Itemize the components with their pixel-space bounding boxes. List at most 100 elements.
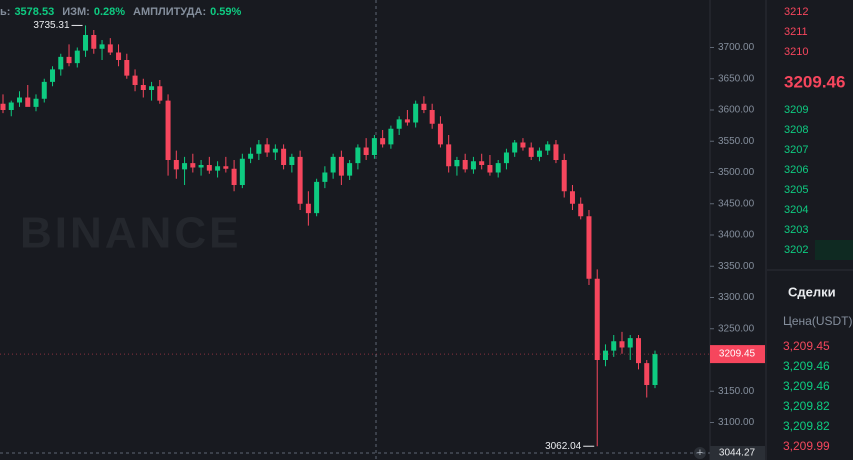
header-value: 0.28% [94, 6, 125, 18]
high-label: 3735.31 [33, 20, 70, 31]
candle-body [182, 163, 188, 170]
candle-body [83, 35, 89, 51]
candle-body [446, 144, 452, 167]
trade-price: 3,209.46 [783, 379, 830, 393]
candle-body [0, 103, 6, 110]
candle-body [206, 165, 212, 171]
trade-price: 3,209.82 [783, 399, 830, 413]
y-tick-label: 3300.00 [718, 292, 755, 303]
candle-body [347, 163, 353, 176]
candle-body [561, 160, 567, 192]
candle-body [91, 35, 97, 49]
watermark: BINANCE [20, 209, 241, 258]
trade-price: 3,209.99 [783, 439, 830, 453]
header-label: ь: [0, 6, 10, 18]
candle-body [413, 103, 419, 123]
zoom-icon[interactable]: + [697, 447, 703, 459]
ask-price: 3212 [784, 6, 808, 18]
candle-body [322, 172, 328, 182]
candle-body [157, 86, 163, 101]
candle-body [314, 181, 320, 214]
candle-body [50, 69, 56, 82]
candle-body [99, 44, 105, 49]
bid-price: 3206 [784, 164, 808, 176]
candle-body [338, 156, 344, 176]
candle-body [437, 123, 443, 145]
candle-body [25, 97, 31, 107]
candle-body [33, 98, 39, 107]
candle-body [545, 144, 551, 151]
candle-body [470, 161, 476, 170]
candle-body [264, 144, 270, 153]
candle-body [495, 163, 501, 173]
candle-body [396, 119, 402, 129]
candle-body [165, 100, 171, 160]
y-tick-label: 3700.00 [718, 42, 755, 53]
crosshair-tag [710, 446, 765, 460]
candle-body [297, 156, 303, 204]
candle-body [578, 203, 584, 217]
candle-body [17, 97, 23, 103]
trades-column: Цена(USDT) [783, 314, 853, 328]
candle-body [536, 150, 542, 157]
y-tick-label: 3600.00 [718, 105, 755, 116]
candle-body [520, 142, 526, 148]
candle-body [305, 203, 311, 214]
candle-body [652, 354, 658, 385]
candle-body [512, 142, 518, 153]
candle-body [619, 341, 625, 348]
y-tick-label: 3150.00 [718, 386, 755, 397]
header-label: АМПЛИТУДА: [133, 6, 206, 18]
book-last-price: 3209.46 [784, 72, 845, 91]
candle-body [553, 144, 559, 160]
side-panel [767, 0, 853, 460]
candle-body [429, 110, 435, 124]
candle-body [289, 156, 295, 165]
low-label: 3062.04 [545, 441, 582, 452]
candle-body [388, 128, 394, 145]
zoom-button[interactable] [694, 447, 706, 459]
candle-body [487, 165, 493, 173]
candle-body [41, 81, 47, 99]
y-tick-label: 3550.00 [718, 136, 755, 147]
bid-price: 3208 [784, 124, 808, 136]
candle-body [198, 165, 204, 168]
y-tick-label: 3450.00 [718, 198, 755, 209]
candle-body [132, 75, 138, 85]
trades-title: Сделки [788, 284, 836, 299]
trade-price: 3,209.82 [783, 419, 830, 433]
candle-body [256, 144, 262, 154]
ask-price: 3211 [784, 26, 808, 38]
bid-price: 3209 [784, 104, 808, 116]
candle-body [594, 278, 600, 360]
header-label: ИЗМ: [62, 6, 90, 18]
header-value: 0.59% [210, 6, 241, 18]
candle-body [371, 138, 377, 155]
y-tick-label: 3500.00 [718, 167, 755, 178]
last-price-label: 3209.45 [719, 349, 756, 360]
bid-price: 3204 [784, 204, 808, 216]
bid-price: 3202 [784, 244, 808, 256]
candle-body [644, 363, 650, 385]
candle-body [281, 148, 287, 165]
candle-body [272, 148, 278, 153]
candle-body [363, 147, 369, 155]
candle-body [124, 60, 130, 76]
y-tick-label: 3250.00 [718, 323, 755, 334]
candle-body [116, 52, 122, 60]
candle-body [462, 160, 468, 170]
y-tick-label: 3400.00 [718, 230, 755, 241]
crosshair-label: 3044.27 [719, 448, 756, 459]
candle-body [380, 138, 386, 145]
candle-body [421, 103, 427, 110]
depth-bar [815, 240, 853, 260]
candle-body [173, 160, 179, 170]
candle-body [611, 341, 617, 351]
last-price-tag [710, 345, 765, 364]
y-tick-label: 3650.00 [718, 73, 755, 84]
candle-body [627, 338, 633, 348]
candle-body [330, 156, 336, 173]
candle-body [503, 152, 509, 164]
